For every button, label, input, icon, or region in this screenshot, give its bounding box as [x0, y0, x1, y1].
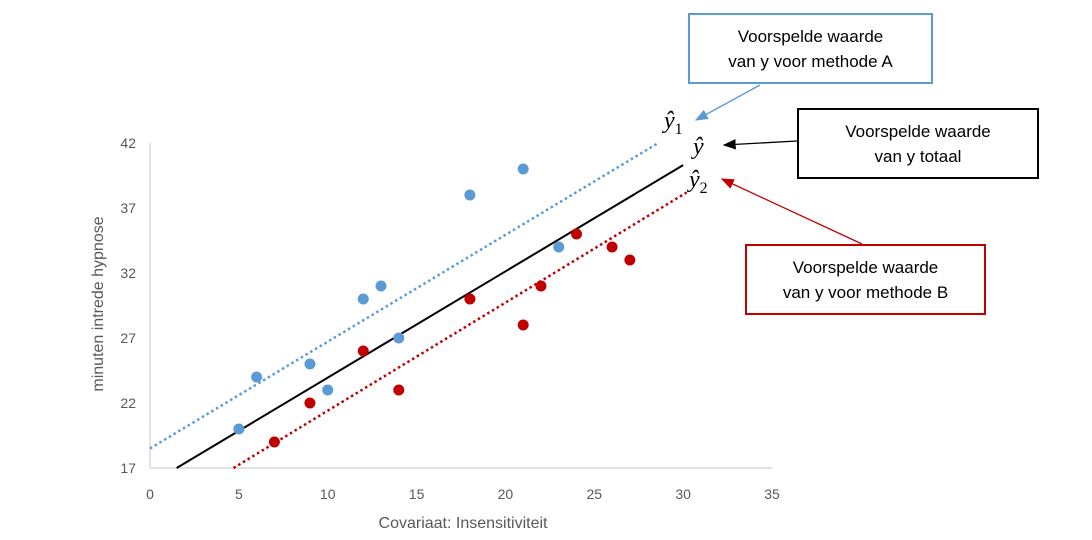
- x-axis-title: Covariaat: Insensitiviteit: [379, 515, 549, 532]
- arrow-method-b: [720, 178, 863, 245]
- axes: [149, 143, 772, 469]
- regression-line: [149, 141, 659, 450]
- data-point: [553, 241, 565, 253]
- data-point: [304, 358, 316, 370]
- annotation-a-line1: Voorspelde waarde: [737, 26, 884, 46]
- data-point: [464, 293, 476, 305]
- x-tick-label: 35: [764, 486, 780, 502]
- x-tick-label: 20: [498, 486, 514, 502]
- annotation-a-line2: van y voor methode A: [728, 51, 893, 71]
- annotation-b-line2: van y voor methode B: [782, 282, 949, 302]
- data-point: [357, 293, 369, 305]
- y-tick-label: 22: [120, 395, 136, 411]
- data-point: [571, 228, 583, 240]
- x-tick-label: 10: [320, 486, 336, 502]
- data-point: [233, 423, 245, 435]
- regression-lines: [149, 141, 688, 470]
- data-point: [375, 280, 387, 292]
- annotation-box-total: Voorspelde waarde van y totaal: [797, 108, 1039, 179]
- annotation-b-line1: Voorspelde waarde: [792, 257, 939, 277]
- annotation-box-method-b: Voorspelde waarde van y voor methode B: [745, 244, 986, 315]
- y-axis-title: minuten intrede hypnose: [90, 216, 107, 391]
- data-point: [464, 189, 476, 201]
- data-point: [517, 319, 529, 331]
- annotation-t-line1: Voorspelde waarde: [845, 121, 991, 141]
- data-point: [251, 371, 263, 383]
- x-tick-label: 5: [235, 486, 243, 502]
- regression-line: [176, 164, 684, 469]
- y-tick-label: 37: [120, 200, 136, 216]
- data-point: [322, 384, 334, 396]
- data-point: [268, 436, 280, 448]
- annotation-t-line2: van y totaal: [874, 146, 962, 166]
- y-tick-label: 17: [120, 460, 136, 476]
- y-tick-label: 32: [120, 265, 136, 281]
- data-point: [606, 241, 618, 253]
- data-point: [357, 345, 369, 357]
- arrow-method-a: [694, 84, 761, 121]
- data-point: [393, 384, 405, 396]
- yhat-label: ŷ: [691, 134, 704, 160]
- arrow-total: [722, 139, 798, 150]
- x-tick-label: 0: [146, 486, 154, 502]
- regression-line: [232, 191, 688, 470]
- x-tick-label: 25: [586, 486, 602, 502]
- data-points: [233, 163, 636, 448]
- y-tick-label: 27: [120, 330, 136, 346]
- y-tick-label: 42: [120, 135, 136, 151]
- yhat1-label: ŷ1: [662, 108, 683, 138]
- data-point: [624, 254, 636, 266]
- annotation-box-method-a: Voorspelde waarde van y voor methode A: [688, 13, 933, 84]
- yhat2-label: ŷ2: [687, 167, 708, 197]
- data-point: [393, 332, 405, 344]
- data-point: [517, 163, 529, 175]
- x-tick-label: 30: [675, 486, 691, 502]
- tick-labels: 0 5 10 15 20 25 30 35 42 37 32 27 22 17: [120, 135, 780, 502]
- data-point: [304, 397, 316, 409]
- data-point: [535, 280, 547, 292]
- x-tick-label: 15: [409, 486, 425, 502]
